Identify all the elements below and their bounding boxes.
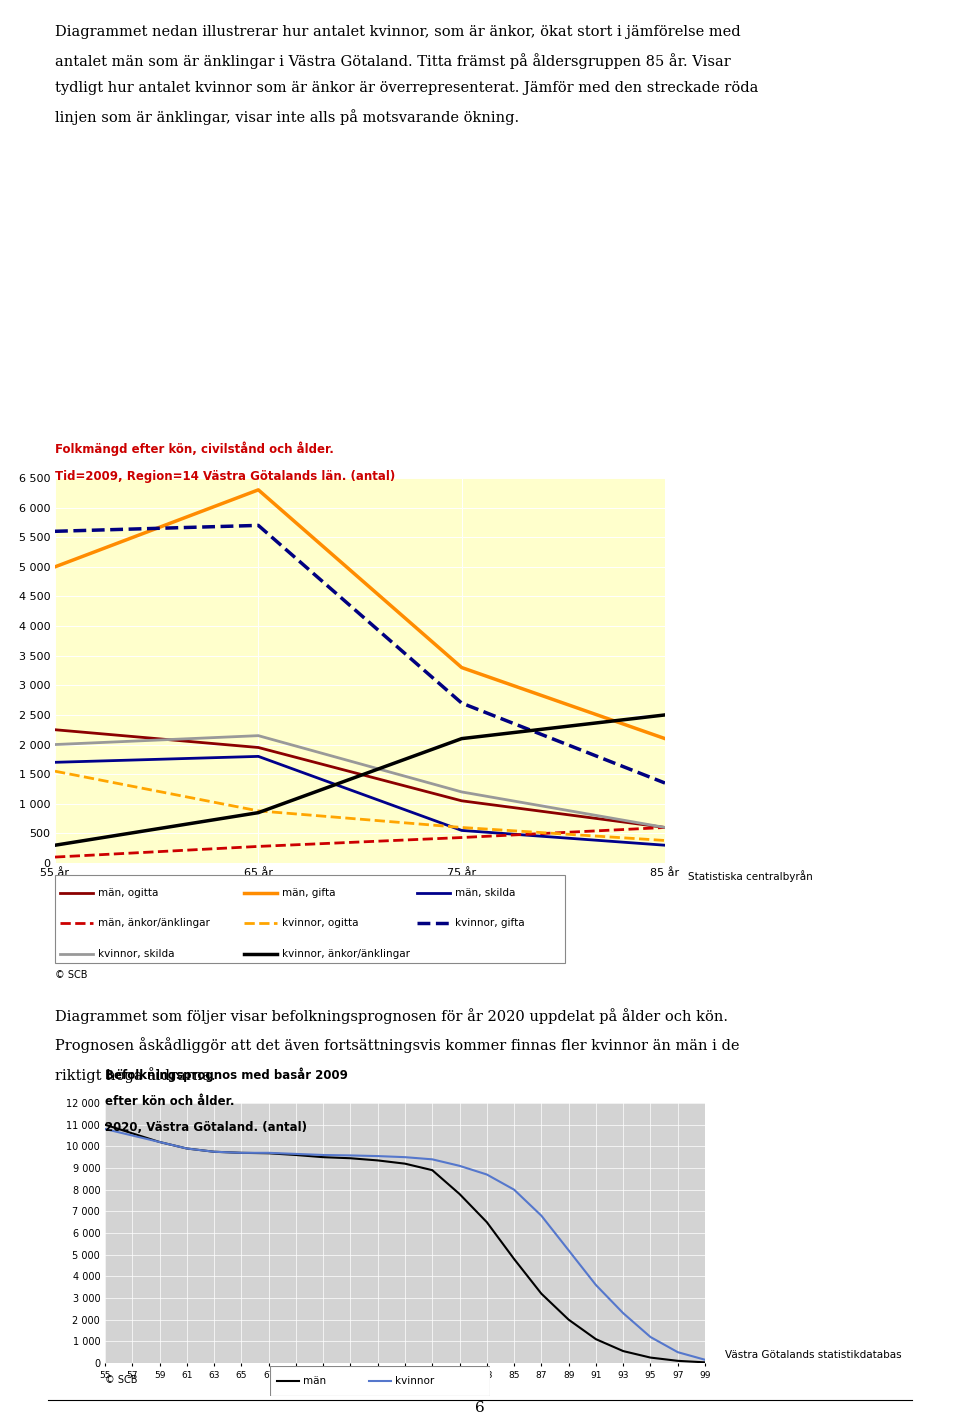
Text: kvinnor, änkor/änklingar: kvinnor, änkor/änklingar (282, 949, 410, 959)
Text: män, ogitta: män, ogitta (98, 888, 158, 898)
Text: tydligt hur antalet kvinnor som är änkor är överrepresenterat. Jämför med den st: tydligt hur antalet kvinnor som är änkor… (55, 81, 758, 95)
Text: 2020, Västra Götaland. (antal): 2020, Västra Götaland. (antal) (105, 1122, 307, 1134)
Text: efter kön och ålder.: efter kön och ålder. (105, 1095, 234, 1107)
Text: män: män (303, 1375, 326, 1385)
Text: linjen som är änklingar, visar inte alls på motsvarande ökning.: linjen som är änklingar, visar inte alls… (55, 109, 519, 125)
Text: kvinnor: kvinnor (396, 1375, 435, 1385)
Text: Västra Götalands statistikdatabas: Västra Götalands statistikdatabas (725, 1350, 901, 1360)
Text: kvinnor, gifta: kvinnor, gifta (455, 919, 525, 929)
Text: män, änkor/änklingar: män, änkor/änklingar (98, 919, 210, 929)
Text: Prognosen åskådliggör att det även fortsättningsvis kommer finnas fler kvinnor ä: Prognosen åskådliggör att det även forts… (55, 1038, 739, 1054)
Text: kvinnor, skilda: kvinnor, skilda (98, 949, 175, 959)
Text: Folkmängd efter kön, civilstånd och ålder.: Folkmängd efter kön, civilstånd och ålde… (55, 441, 334, 457)
Text: Befolkningsprognos med basår 2009: Befolkningsprognos med basår 2009 (105, 1068, 348, 1082)
Text: © SCB: © SCB (55, 970, 87, 980)
Text: kvinnor, ogitta: kvinnor, ogitta (282, 919, 358, 929)
Text: Statistiska centralbyrån: Statistiska centralbyrån (688, 871, 813, 882)
Text: män, skilda: män, skilda (455, 888, 516, 898)
Text: © SCB: © SCB (105, 1375, 137, 1385)
Text: antalet män som är änklingar i Västra Götaland. Titta främst på åldersgruppen 85: antalet män som är änklingar i Västra Gö… (55, 52, 731, 69)
Text: Tid=2009, Region=14 Västra Götalands län. (antal): Tid=2009, Region=14 Västra Götalands län… (55, 469, 396, 484)
Text: riktigt höga åldrarna.: riktigt höga åldrarna. (55, 1066, 216, 1083)
Text: Diagrammet nedan illustrerar hur antalet kvinnor, som är änkor, ökat stort i jäm: Diagrammet nedan illustrerar hur antalet… (55, 26, 740, 40)
Text: Diagrammet som följer visar befolkningsprognosen för år 2020 uppdelat på ålder o: Diagrammet som följer visar befolkningsp… (55, 1008, 728, 1024)
Text: 6: 6 (475, 1401, 485, 1415)
Text: män, gifta: män, gifta (282, 888, 335, 898)
